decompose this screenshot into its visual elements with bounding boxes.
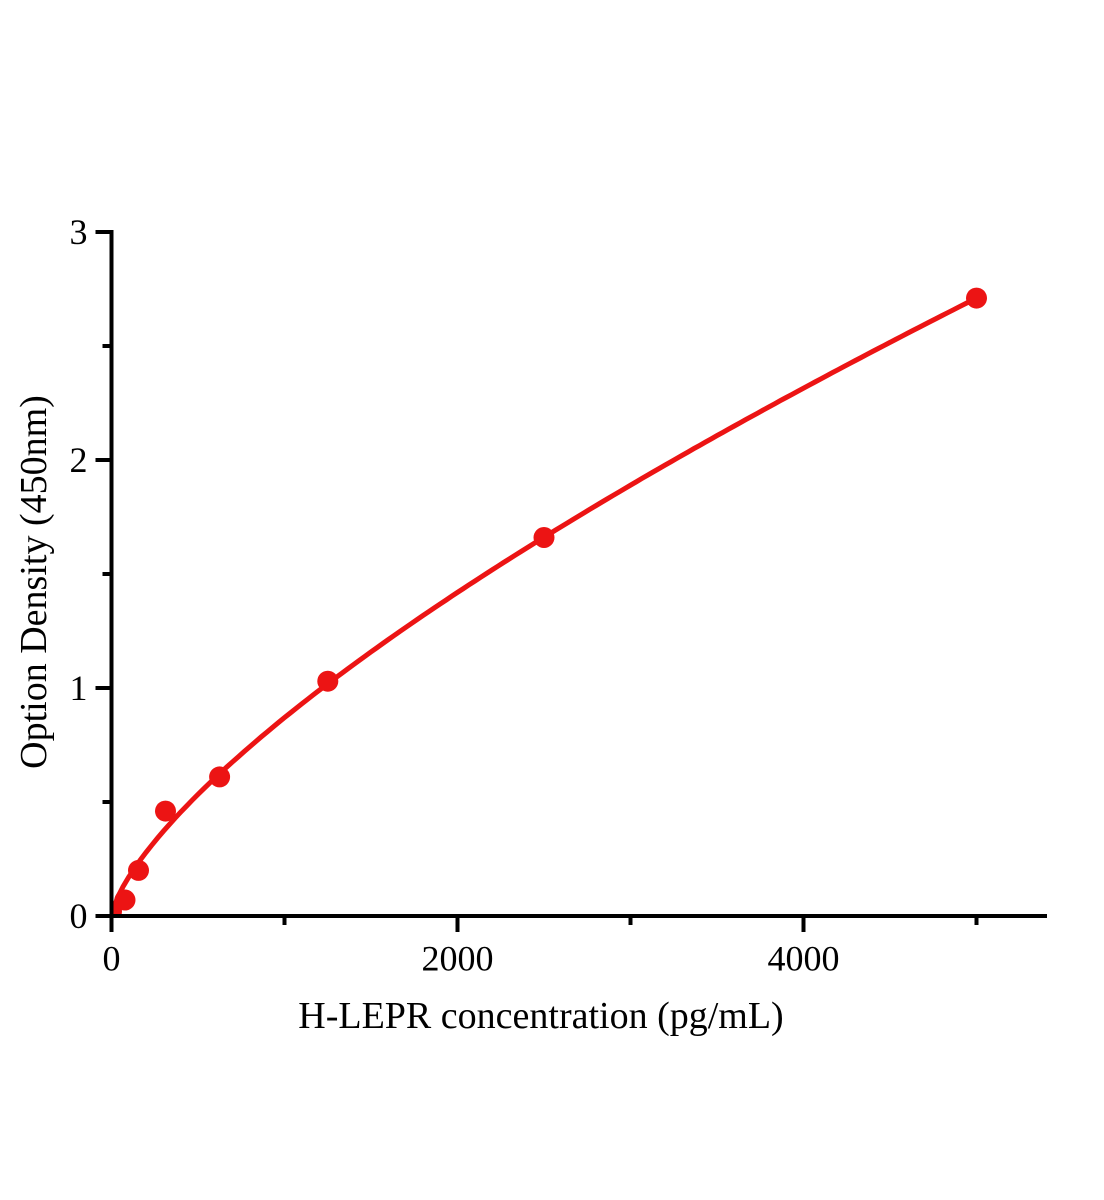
x-axis-title: H-LEPR concentration (pg/mL) — [298, 995, 783, 1037]
data-point-marker — [966, 287, 987, 309]
data-point-marker — [317, 670, 339, 692]
data-point-marker — [128, 859, 149, 881]
data-point-marker — [114, 889, 136, 911]
label-layer: 0 2000 4000 0 1 2 3 — [70, 212, 840, 979]
y-tick-label: 1 — [70, 668, 88, 708]
axes-layer — [95, 230, 1047, 932]
standard-curve-line — [111, 295, 979, 916]
x-tick-label: 0 — [103, 939, 121, 979]
x-tick-label: 2000 — [422, 939, 494, 979]
x-tick-label: 4000 — [768, 939, 840, 979]
data-point-marker — [533, 527, 555, 548]
data-point-marker — [155, 800, 176, 822]
y-axis-title: Option Density (450nm) — [13, 395, 55, 769]
data-point-marker — [209, 766, 231, 788]
y-tick-label: 2 — [70, 440, 88, 480]
y-tick-label: 0 — [70, 896, 88, 936]
series-layer — [111, 287, 987, 916]
y-tick-label: 3 — [70, 212, 88, 252]
